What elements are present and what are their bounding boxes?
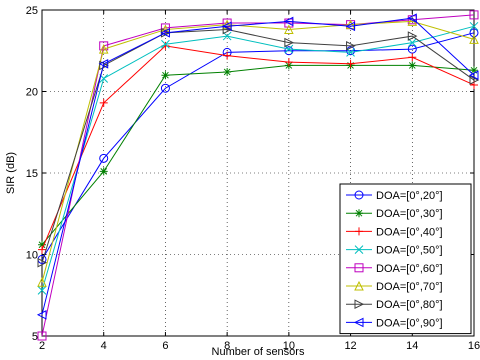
series-7 bbox=[37, 24, 480, 268]
series-group bbox=[36, 10, 480, 341]
legend-item: DOA=[0°,80°] bbox=[346, 299, 443, 311]
data-point bbox=[345, 21, 356, 32]
legend: DOA=[0°,20°] DOA=[0°,30°] DOA=[0°,40°] DOA=… bbox=[339, 183, 472, 335]
data-point bbox=[37, 286, 47, 295]
x-tick-label: 4 bbox=[101, 340, 107, 352]
x-axis-label: Number of sensors bbox=[212, 346, 305, 358]
data-point bbox=[222, 24, 233, 35]
data-point bbox=[468, 70, 479, 81]
data-point bbox=[161, 39, 170, 49]
data-point bbox=[408, 61, 417, 70]
legend-label: DOA=[0°,50°] bbox=[376, 245, 443, 257]
data-point bbox=[37, 257, 48, 268]
x-tick-label: 14 bbox=[406, 340, 418, 352]
data-point bbox=[98, 44, 109, 54]
legend-item: DOA=[0°,20°] bbox=[346, 190, 443, 202]
data-point bbox=[408, 53, 417, 62]
data-point bbox=[469, 28, 479, 38]
x-tick-label: 2 bbox=[39, 340, 45, 352]
legend-label: DOA=[0°,30°] bbox=[376, 208, 443, 220]
legend-marker bbox=[355, 209, 363, 218]
data-point bbox=[407, 44, 417, 54]
data-point bbox=[470, 66, 478, 75]
data-point bbox=[469, 34, 479, 44]
legend-marker bbox=[354, 280, 364, 291]
y-tick-label: 15 bbox=[26, 168, 38, 180]
data-point bbox=[284, 24, 294, 35]
data-point bbox=[346, 46, 356, 56]
series-line bbox=[41, 64, 475, 246]
y-tick-label: 5 bbox=[32, 331, 38, 343]
legend-item: DOA=[0°,60°] bbox=[346, 263, 443, 275]
data-point bbox=[98, 58, 109, 69]
legend-label: DOA=[0°,60°] bbox=[376, 263, 443, 275]
legend-marker bbox=[354, 245, 364, 254]
series-line bbox=[41, 20, 475, 283]
legend-marker bbox=[354, 263, 364, 273]
series-8 bbox=[36, 13, 479, 320]
y-tick-label: 25 bbox=[26, 5, 38, 17]
legend-item: DOA=[0°,70°] bbox=[346, 280, 443, 293]
data-point bbox=[222, 21, 232, 32]
series-line bbox=[41, 32, 475, 260]
legend-label: DOA=[0°,80°] bbox=[376, 299, 443, 311]
x-tick-label: 6 bbox=[162, 340, 168, 352]
legend-item: DOA=[0°,90°] bbox=[346, 317, 443, 329]
legend-item: DOA=[0°,30°] bbox=[346, 208, 443, 220]
data-point bbox=[469, 75, 480, 85]
data-point bbox=[38, 240, 46, 249]
data-point bbox=[284, 37, 294, 48]
axis-ticks: 2 4 6 8 10 12 14 16 5 10 15 20 25 bbox=[26, 5, 480, 352]
data-point bbox=[283, 16, 294, 27]
data-point bbox=[346, 59, 355, 68]
x-tick-label: 16 bbox=[468, 340, 480, 352]
data-point bbox=[160, 83, 170, 93]
data-point bbox=[407, 31, 418, 41]
data-point bbox=[36, 310, 47, 320]
legend-marker bbox=[355, 227, 363, 236]
data-point bbox=[37, 277, 47, 287]
series-line bbox=[41, 29, 475, 263]
legend-label: DOA=[0°,90°] bbox=[376, 317, 443, 329]
data-point bbox=[346, 41, 356, 51]
data-point bbox=[160, 28, 170, 38]
legend-marker bbox=[354, 299, 365, 310]
data-point bbox=[37, 331, 47, 341]
legend-item: DOA=[0°,40°] bbox=[346, 226, 443, 238]
series-line bbox=[41, 17, 475, 315]
data-point bbox=[223, 67, 232, 76]
legend-label: DOA=[0°,20°] bbox=[376, 190, 443, 202]
data-point bbox=[99, 153, 109, 163]
data-point bbox=[407, 13, 417, 23]
data-point bbox=[223, 51, 232, 60]
data-point bbox=[469, 10, 479, 20]
legend-item: DOA=[0°,50°] bbox=[346, 245, 443, 257]
legend-marker bbox=[354, 190, 364, 200]
data-point bbox=[284, 46, 294, 56]
y-tick-label: 20 bbox=[26, 87, 38, 99]
legend-label: DOA=[0°,40°] bbox=[376, 226, 443, 238]
series-line bbox=[41, 25, 475, 291]
x-tick-label: 10 bbox=[283, 340, 295, 352]
data-point bbox=[160, 23, 170, 33]
legend-marker bbox=[353, 317, 364, 328]
series-line bbox=[41, 14, 475, 337]
legend-box bbox=[339, 183, 472, 335]
data-point bbox=[469, 21, 479, 31]
data-point bbox=[284, 58, 293, 67]
series-line bbox=[41, 45, 475, 250]
x-tick-label: 8 bbox=[224, 340, 230, 352]
data-point bbox=[99, 167, 108, 176]
data-point bbox=[99, 98, 108, 107]
x-tick-label: 12 bbox=[344, 340, 356, 352]
y-axis-label: SIR (dB) bbox=[5, 152, 17, 194]
data-point bbox=[38, 245, 46, 254]
data-point bbox=[161, 71, 170, 80]
y-tick-label: 10 bbox=[26, 250, 38, 262]
legend-label: DOA=[0°,70°] bbox=[376, 281, 443, 293]
series-6 bbox=[37, 16, 479, 287]
